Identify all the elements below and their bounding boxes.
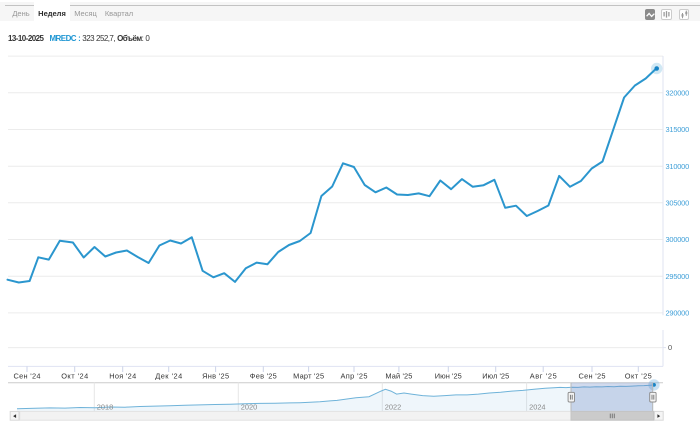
svg-text:320000: 320000 [666,88,690,97]
svg-text:2020: 2020 [241,403,257,412]
svg-text:315000: 315000 [666,125,690,134]
svg-text:0: 0 [668,343,672,352]
svg-text:2018: 2018 [97,403,113,412]
svg-text:Окт '25: Окт '25 [625,372,652,381]
svg-text:Сен '24: Сен '24 [14,372,41,381]
svg-text:Апр '25: Апр '25 [341,372,368,381]
svg-text:310000: 310000 [666,162,690,171]
svg-text:Авг '25: Авг '25 [530,372,557,381]
svg-text:2022: 2022 [385,403,401,412]
svg-text:300000: 300000 [666,235,690,244]
svg-text:Окт '24: Окт '24 [61,372,88,381]
svg-text:Ноя '24: Ноя '24 [109,372,136,381]
svg-text:Март '25: Март '25 [293,372,324,381]
svg-text:Фев '25: Фев '25 [250,372,277,381]
svg-text:295000: 295000 [666,272,690,281]
svg-text:Сен '25: Сен '25 [579,372,606,381]
svg-text:Июн '25: Июн '25 [435,372,462,381]
svg-text:Дек '24: Дек '24 [155,372,182,381]
svg-text:290000: 290000 [666,309,690,318]
svg-text:2024: 2024 [529,403,545,412]
svg-text:Май '25: Май '25 [385,372,412,381]
svg-text:305000: 305000 [666,198,690,207]
svg-text:Янв '25: Янв '25 [202,372,229,381]
svg-text:Июл '25: Июл '25 [482,372,509,381]
